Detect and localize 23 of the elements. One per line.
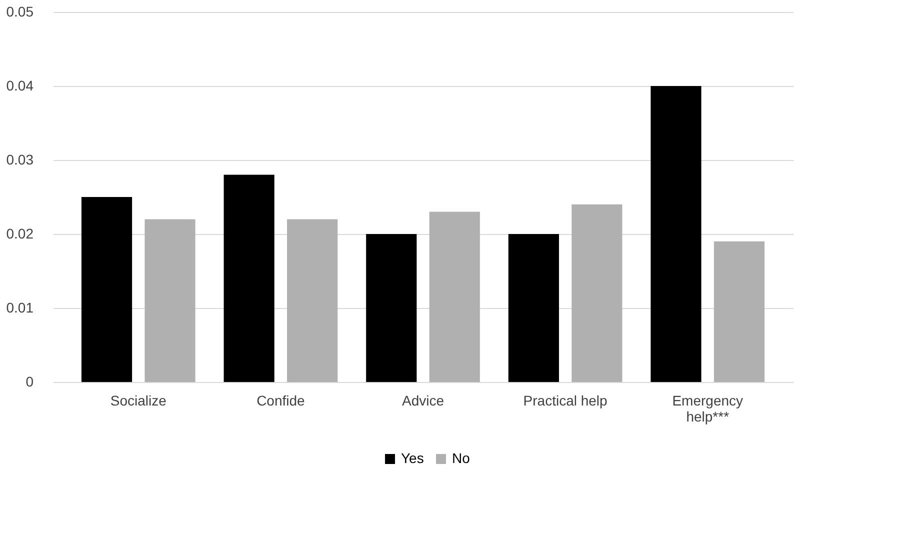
legend-label: Yes [401,450,424,466]
y-tick-label: 0.01 [6,300,34,316]
y-tick-label: 0.04 [6,78,34,94]
y-tick-label: 0.05 [6,4,34,20]
x-tick-label: Confide [256,392,306,408]
bar [287,219,338,382]
y-tick-label: 0.02 [6,226,34,242]
x-tick-label: Practical help [523,392,608,408]
bar [224,174,274,382]
x-tick-label: Socialize [110,392,167,408]
bar [429,212,480,382]
x-tick-label: Advice [402,392,444,408]
bar [714,241,765,382]
x-tick-label: Emergency help*** [672,392,744,424]
bar [81,197,132,382]
bar [572,204,622,382]
bar [366,234,417,382]
y-tick-label: 0.03 [6,152,34,168]
bar [508,234,559,382]
legend-label: No [452,450,470,466]
y-tick-label: 0 [26,374,34,390]
bar [144,219,196,382]
bar [650,86,702,382]
